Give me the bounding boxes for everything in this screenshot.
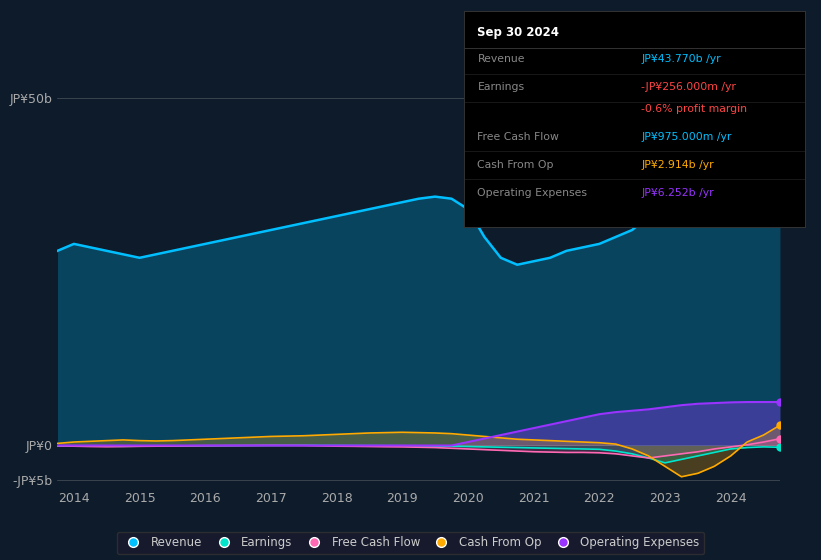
Text: Revenue: Revenue [478, 54, 525, 64]
Text: Earnings: Earnings [478, 82, 525, 92]
Legend: Revenue, Earnings, Free Cash Flow, Cash From Op, Operating Expenses: Revenue, Earnings, Free Cash Flow, Cash … [117, 531, 704, 554]
Text: -0.6% profit margin: -0.6% profit margin [641, 104, 747, 114]
Text: -JP¥256.000m /yr: -JP¥256.000m /yr [641, 82, 736, 92]
Text: Free Cash Flow: Free Cash Flow [478, 132, 559, 142]
Text: JP¥975.000m /yr: JP¥975.000m /yr [641, 132, 732, 142]
Text: Operating Expenses: Operating Expenses [478, 188, 588, 198]
Text: Cash From Op: Cash From Op [478, 160, 554, 170]
Text: Sep 30 2024: Sep 30 2024 [478, 26, 559, 39]
Text: JP¥43.770b /yr: JP¥43.770b /yr [641, 54, 721, 64]
Text: JP¥2.914b /yr: JP¥2.914b /yr [641, 160, 713, 170]
Text: JP¥6.252b /yr: JP¥6.252b /yr [641, 188, 713, 198]
